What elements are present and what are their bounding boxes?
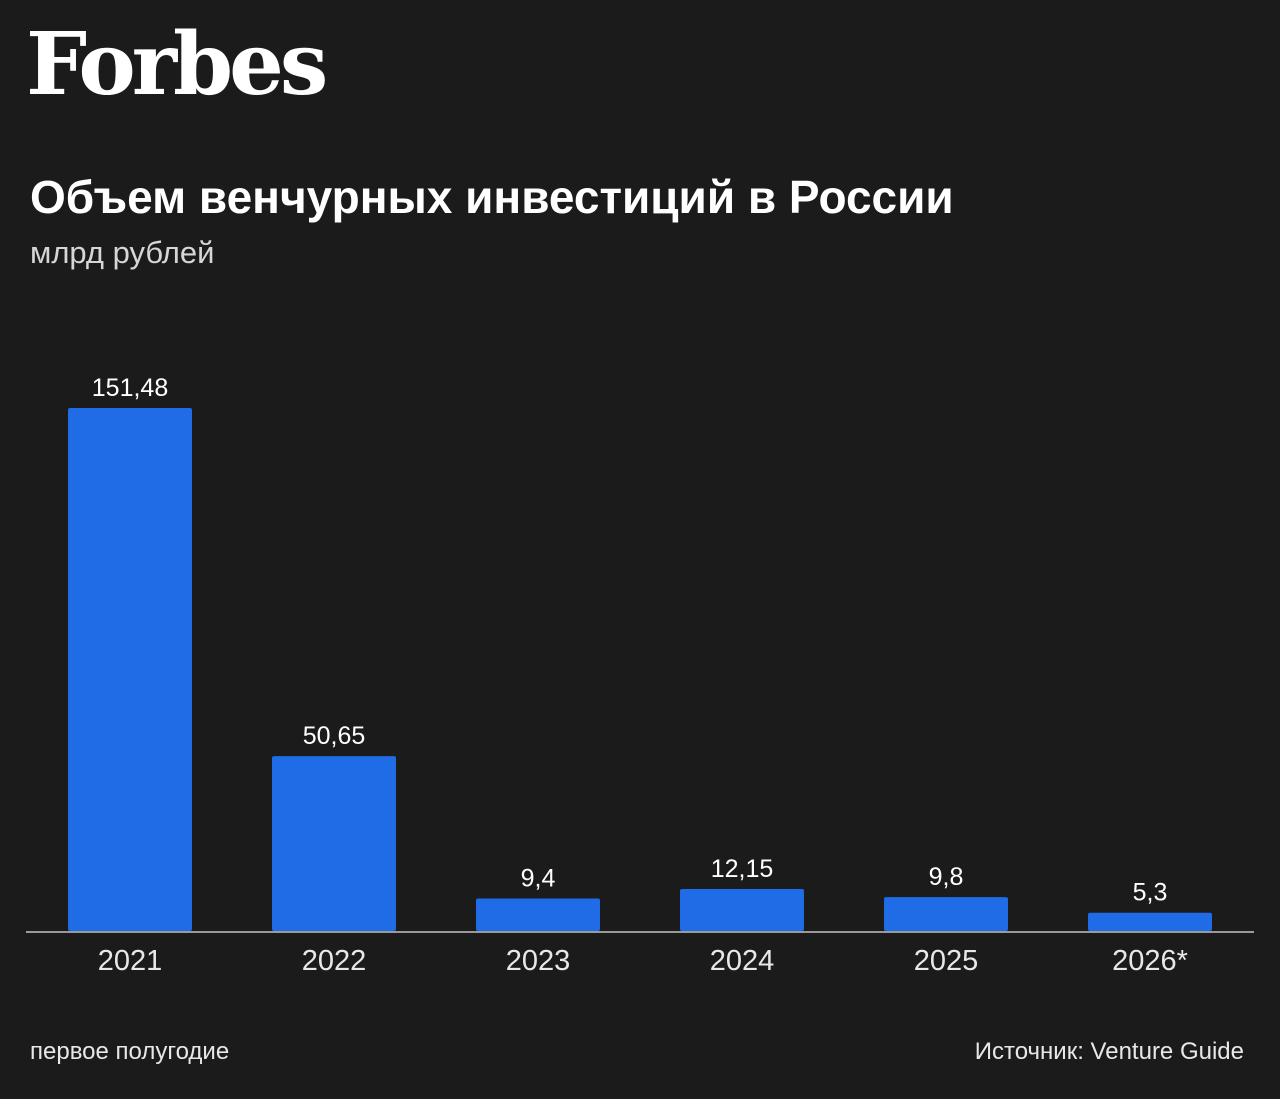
- x-tick-label: 2022: [302, 945, 367, 977]
- bar-2022: [272, 756, 396, 931]
- bar-chart: 151,48 2021 50,65 2022 9,4 2023 12,15 2024 9,8 20…: [26, 374, 1254, 977]
- value-label: 5,3: [1133, 879, 1168, 907]
- footnote: первое полугодие: [30, 1038, 230, 1065]
- x-tick-label: 2026*: [1112, 945, 1188, 977]
- x-tick-label: 2023: [506, 945, 571, 977]
- x-tick-label: 2021: [98, 945, 163, 977]
- bar-2026: [1088, 912, 1212, 931]
- bar-2024: [680, 889, 804, 931]
- bar-2021: [68, 408, 192, 931]
- value-label: 9,4: [521, 865, 556, 893]
- source-credit: Источник: Venture Guide: [974, 1038, 1244, 1065]
- value-label: 151,48: [92, 374, 168, 402]
- bar-2025: [884, 897, 1008, 931]
- value-label: 12,15: [711, 855, 774, 883]
- forbes-logo: Forbes: [26, 14, 328, 115]
- x-tick-label: 2024: [710, 945, 775, 977]
- value-label: 50,65: [303, 722, 366, 750]
- value-label: 9,8: [929, 863, 964, 891]
- chart-title: Объем венчурных инвестиций в России: [30, 171, 954, 223]
- bar-2023: [476, 898, 600, 931]
- chart-subtitle: млрд рублей: [30, 235, 215, 270]
- x-tick-label: 2025: [914, 945, 979, 977]
